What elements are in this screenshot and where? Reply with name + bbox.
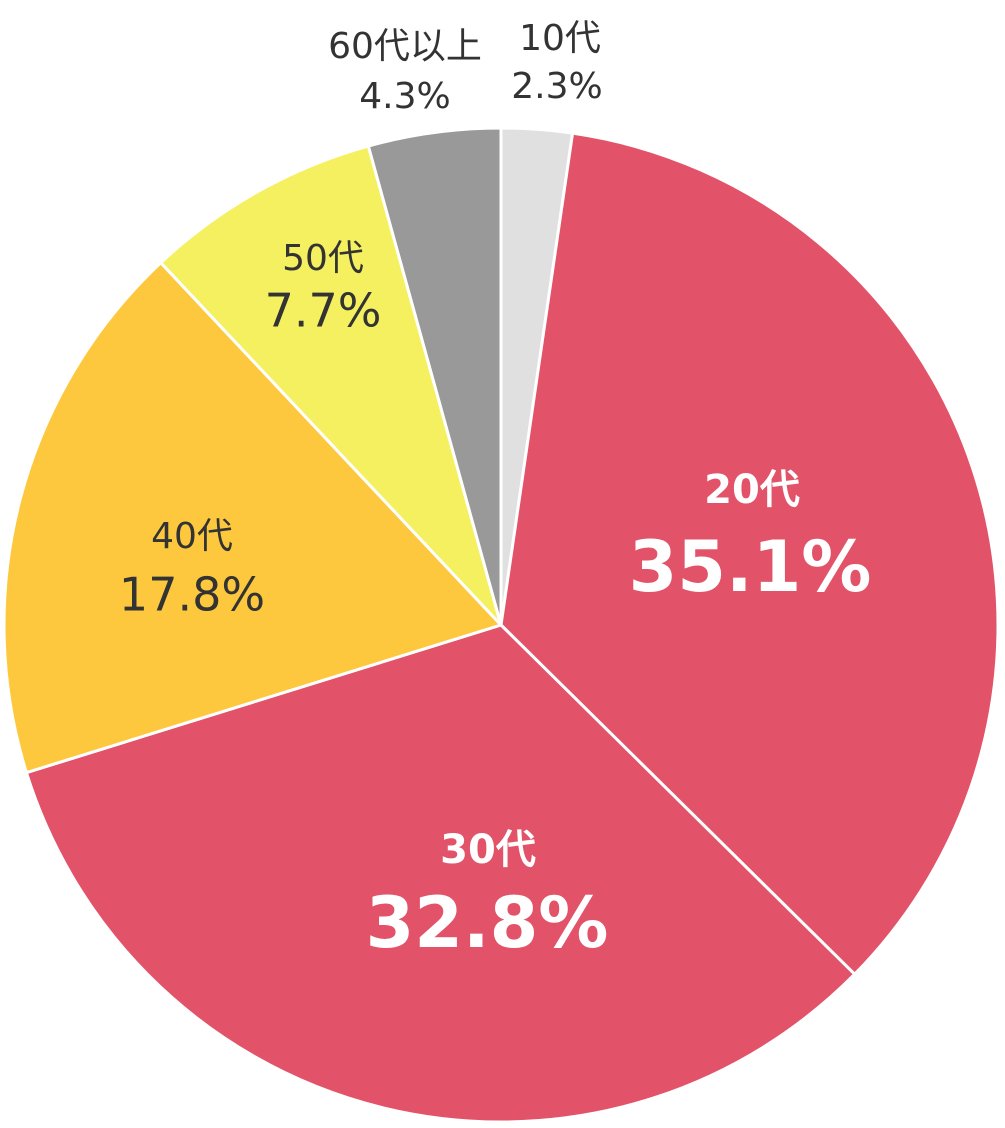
pie-slice (2, 260, 504, 775)
slice-label: 60代以上 (328, 26, 482, 67)
value-label: 7.7% (265, 284, 382, 338)
pie-slice (158, 144, 503, 627)
slice-label: 50代 (282, 238, 364, 279)
slice-label: 40代 (151, 516, 233, 557)
pie-slice (24, 623, 857, 1124)
value-label: 2.3% (511, 66, 602, 107)
slice-label: 10代 (519, 18, 601, 59)
pie-slice (499, 131, 1000, 977)
value-label: 35.1% (629, 526, 872, 608)
slice-label: 30代 (440, 827, 536, 873)
value-label: 17.8% (119, 568, 265, 622)
pie-slice (366, 126, 503, 626)
slice-label: 20代 (704, 467, 800, 513)
value-label: 32.8% (366, 882, 609, 964)
value-label: 4.3% (359, 76, 450, 117)
